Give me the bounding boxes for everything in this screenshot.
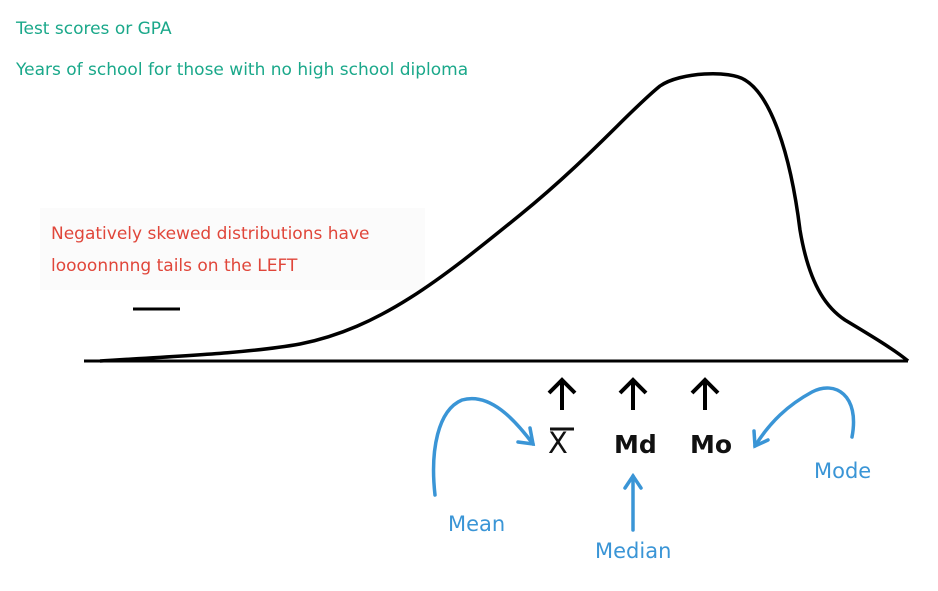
mean-up-arrow (547, 377, 577, 410)
note-background (40, 208, 425, 290)
note-left-tail: loooonnnng tails on the LEFT (51, 256, 298, 276)
median-pointer-arrow (623, 472, 643, 532)
mean-pointer-arrow (431, 396, 536, 497)
mode-symbol: Mo (690, 430, 733, 459)
mode-pointer-arrow (752, 386, 856, 449)
note-negative-skew: Negatively skewed distributions have (51, 224, 370, 244)
median-symbol: Md (614, 430, 657, 459)
mean-label: Mean (448, 512, 506, 536)
note-test-scores: Test scores or GPA (16, 19, 172, 39)
distribution-curve (99, 72, 910, 363)
median-label: Median (595, 539, 672, 563)
median-up-arrow (618, 377, 648, 410)
mode-label: Mode (814, 459, 872, 483)
mean-symbol: X (548, 426, 568, 460)
mode-up-arrow (690, 377, 720, 410)
note-years-of-school: Years of school for those with no high s… (16, 60, 469, 80)
